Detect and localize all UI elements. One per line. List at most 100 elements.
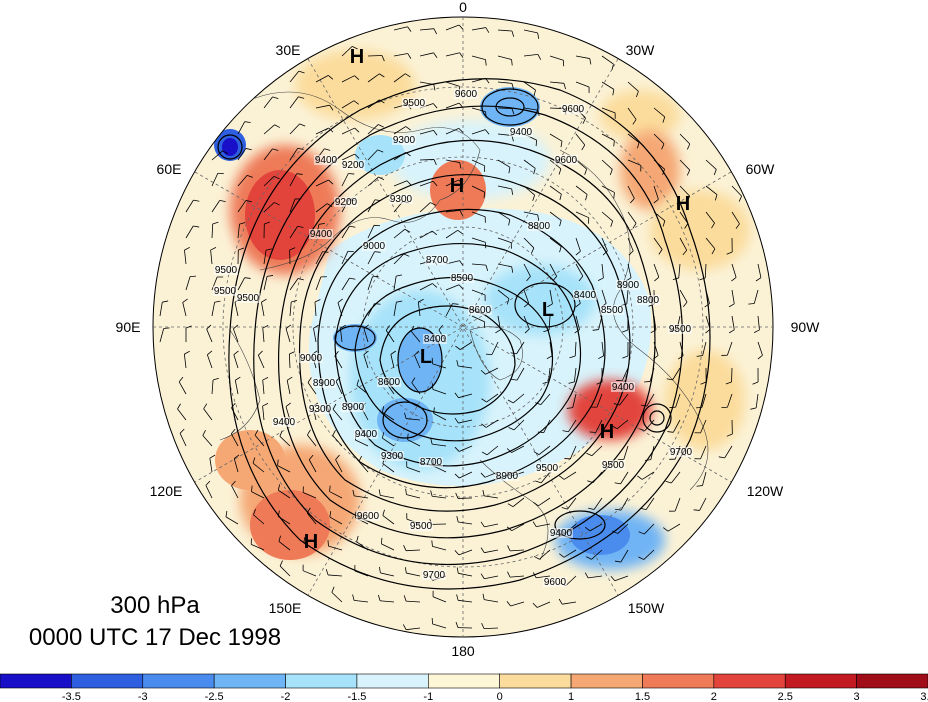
wind-barb-flag	[481, 423, 487, 428]
wind-barb	[253, 514, 265, 525]
wind-barb	[341, 225, 350, 239]
wind-barb	[523, 29, 538, 34]
wind-barb-flag	[354, 153, 360, 159]
wind-barb	[289, 278, 299, 291]
wind-barb-flag	[253, 508, 256, 515]
wind-barb	[483, 627, 499, 630]
wind-barb	[484, 599, 499, 603]
wind-barb-flag	[559, 194, 562, 201]
wind-barb-flag	[575, 250, 581, 256]
contour-label: 9600	[555, 155, 578, 166]
wind-barb	[341, 46, 353, 57]
wind-barb-flag	[313, 324, 319, 329]
wind-barb-flag	[272, 96, 279, 100]
wind-barb-flag	[558, 598, 563, 605]
wind-barb	[567, 497, 577, 510]
wind-barb	[486, 445, 499, 456]
wind-barb	[653, 133, 665, 145]
wind-barb-flag	[547, 303, 553, 308]
contour-label: 9700	[423, 570, 446, 581]
wind-barb	[627, 263, 632, 278]
wind-barb-flag	[684, 223, 689, 229]
wind-barb-flag	[511, 83, 514, 90]
contour-label-bg	[299, 353, 323, 363]
wind-barb-flag	[613, 140, 615, 147]
wind-barb-flag	[585, 194, 588, 201]
wind-barb-flag	[682, 301, 688, 308]
wind-barb-flag	[430, 438, 433, 445]
wind-barb-flag	[480, 369, 486, 375]
contour-label-bg	[377, 377, 401, 387]
wind-barb	[575, 237, 581, 252]
wind-barb	[445, 159, 460, 163]
wind-barb-flag	[752, 381, 759, 385]
wind-barb-flag	[562, 430, 569, 433]
wind-barb-flag	[459, 52, 464, 58]
wind-barb-flag	[379, 566, 381, 573]
wind-barb	[432, 546, 447, 551]
wind-barb-flag	[508, 167, 511, 174]
wind-barb-flag	[286, 376, 293, 381]
wind-barb-flag	[611, 63, 614, 70]
wind-barb	[497, 55, 512, 60]
wind-barb	[705, 237, 716, 250]
wind-barb	[288, 353, 291, 369]
wind-barb	[263, 176, 275, 187]
wind-barb-flag	[507, 571, 511, 578]
colorbar-box	[356, 673, 429, 689]
contour-label: 9600	[562, 104, 585, 115]
wind-barb	[393, 228, 406, 239]
wind-barb	[433, 413, 447, 421]
wind-barb	[575, 133, 586, 146]
colorbar-box	[713, 673, 786, 689]
wind-barb	[407, 439, 421, 447]
wind-barb-flag	[713, 169, 717, 176]
wind-barb	[523, 263, 531, 277]
lon-label-60w: 60W	[746, 161, 776, 177]
wind-barb	[523, 53, 538, 57]
wind-barb-flag	[193, 199, 200, 202]
wind-barb	[523, 237, 535, 249]
wind-barbs	[159, 24, 763, 631]
wind-barb	[575, 81, 590, 88]
wind-barb-flag	[711, 248, 716, 255]
wind-barb-flag	[378, 176, 385, 181]
wind-barb	[540, 393, 551, 405]
wind-barb-flag	[184, 350, 190, 355]
wind-barb	[432, 443, 447, 447]
contour-label-bg	[236, 293, 260, 303]
wind-barb	[341, 75, 355, 83]
wind-barb	[393, 126, 407, 135]
wind-barb-flag	[245, 148, 252, 151]
wind-barb	[704, 263, 707, 279]
wind-barb-flag	[266, 248, 273, 251]
colorbar-label: 3	[854, 691, 860, 702]
wind-barb	[277, 465, 291, 473]
wind-barb	[385, 330, 395, 343]
wind-barb	[179, 433, 187, 447]
contour-label-bg	[423, 334, 447, 344]
wind-barb	[315, 75, 329, 83]
wind-barb	[549, 185, 562, 195]
wind-barb	[757, 315, 760, 330]
wind-barb-flag	[586, 452, 593, 457]
wind-barb	[263, 148, 273, 161]
lon-label-150w: 150W	[628, 600, 665, 616]
wind-barb	[458, 419, 473, 424]
wind-barb-flag	[162, 300, 169, 303]
wind-barb-flag	[726, 251, 733, 255]
wind-barb	[393, 53, 408, 57]
wind-barb-flag	[318, 222, 325, 225]
wind-barb	[406, 466, 421, 473]
wind-barb-flag	[559, 246, 562, 253]
wind-barb-flag	[511, 266, 514, 273]
lon-label-90e: 90E	[116, 319, 141, 335]
colorbar-label: 1	[568, 691, 574, 702]
wind-barb-flag	[622, 329, 628, 333]
lon-label-180: 180	[451, 643, 475, 659]
wind-barb-flag	[663, 527, 669, 532]
contour-label: 9400	[273, 417, 296, 428]
wind-barb	[620, 497, 629, 511]
wind-barb-flag	[404, 412, 407, 419]
wind-barb	[596, 393, 603, 408]
